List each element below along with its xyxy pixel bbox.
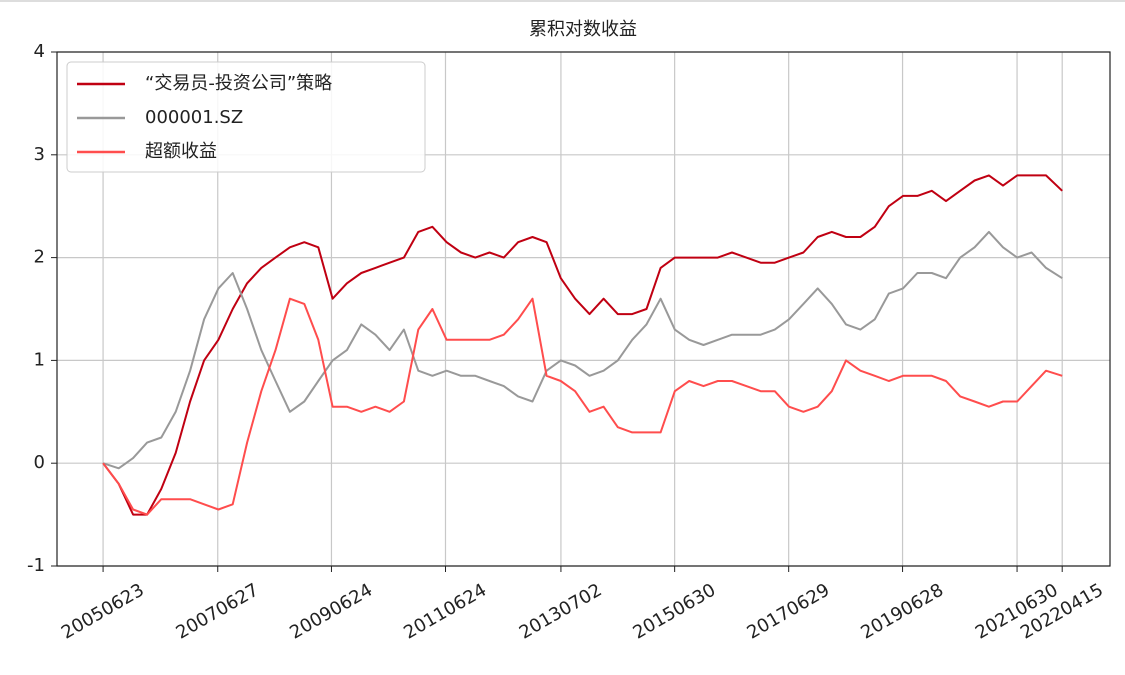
x-tick-label: 20130702 [516,580,606,644]
x-tick-label: 20190628 [857,580,947,644]
y-tick-label: 1 [34,349,45,370]
x-tick-label: 20150630 [629,580,719,644]
x-tick-label: 20170629 [744,580,834,644]
y-tick-label: -1 [27,555,45,576]
series-line [102,174,1063,516]
x-tick-label: 20050623 [58,580,148,644]
legend-label: 000001.SZ [145,107,243,128]
y-tick-label: 0 [34,452,45,473]
y-tick-label: 3 [34,144,45,165]
y-tick-label: 4 [34,41,45,62]
series-line [102,297,1063,516]
legend: “交易员-投资公司”策略 000001.SZ 超额收益 [66,61,426,173]
x-tick-label: 20110624 [400,580,490,644]
legend-label: 超额收益 [145,141,217,162]
series-line [102,230,1063,470]
plot-frame [56,51,1111,567]
chart-title: 累积对数收益 [529,19,637,40]
legend-label: “交易员-投资公司”策略 [145,73,332,94]
x-tick-label: 20070627 [173,580,263,644]
legend-box [66,61,426,173]
y-tick-label: 2 [34,247,45,268]
x-tick-label: 20090624 [286,580,376,644]
